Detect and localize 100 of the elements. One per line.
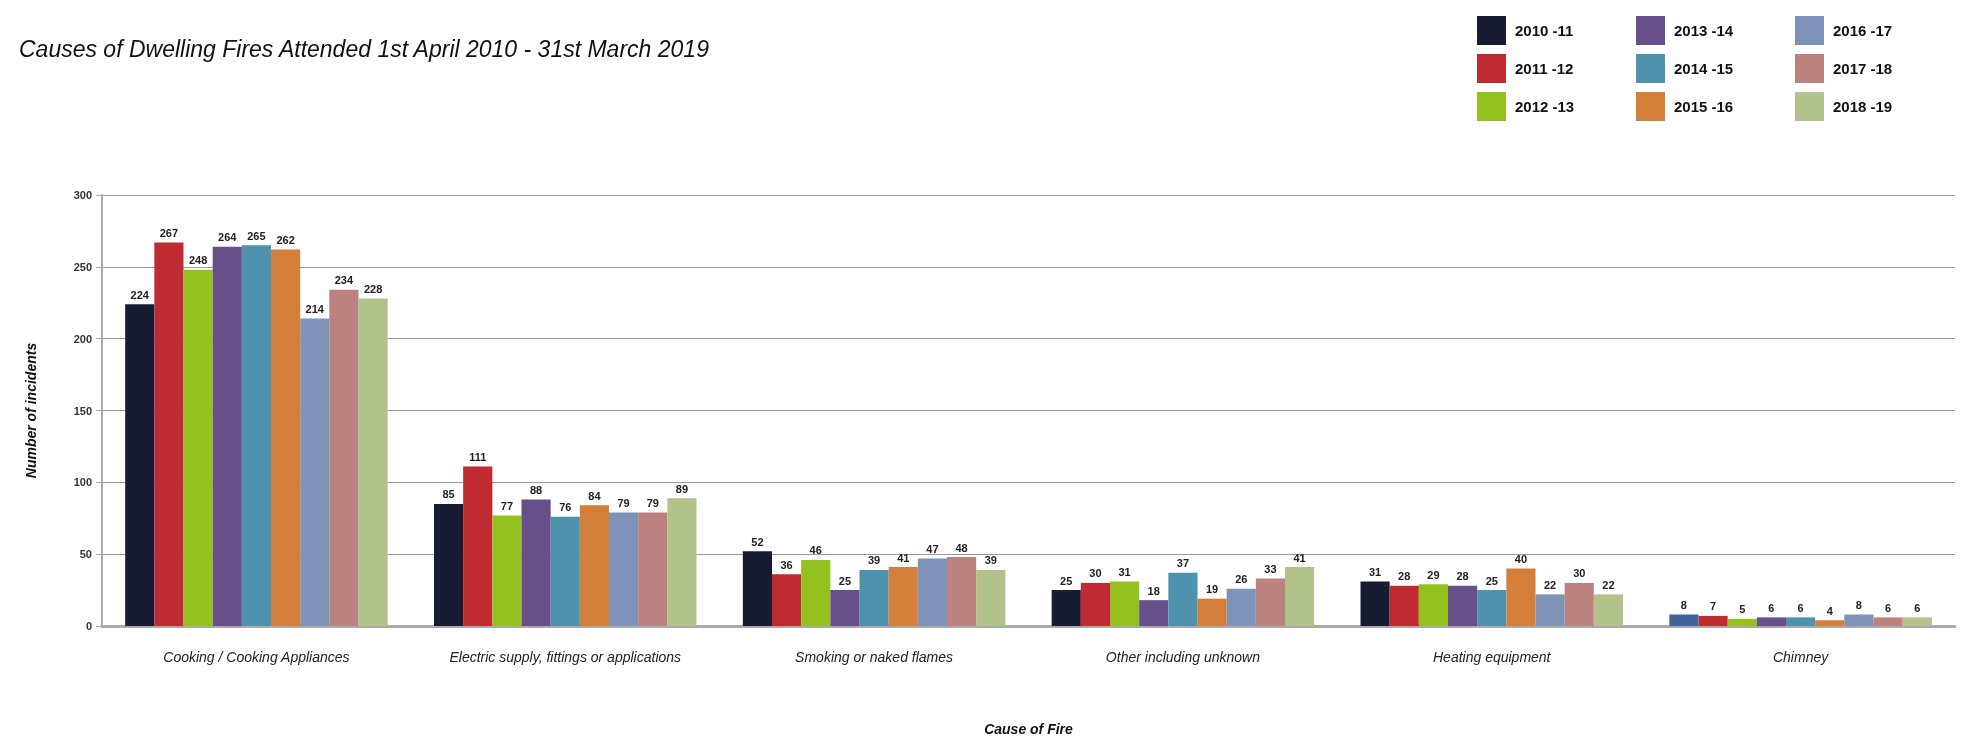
data-label: 224 <box>130 288 150 301</box>
legend-label: 2017 -18 <box>1833 60 1893 77</box>
data-label: 25 <box>1060 574 1073 587</box>
bar <box>1756 617 1786 626</box>
data-label: 7 <box>1710 600 1717 613</box>
data-label: 41 <box>1293 551 1306 564</box>
data-label: 41 <box>897 551 910 564</box>
x-axis-title: Cause of Fire <box>984 721 1074 737</box>
x-tick-label: Other including unknown <box>1105 649 1261 665</box>
bar <box>1080 582 1110 626</box>
legend-label: 2014 -15 <box>1674 60 1734 77</box>
data-label: 31 <box>1118 565 1131 578</box>
bar <box>241 245 271 626</box>
bar <box>1593 594 1623 626</box>
bar <box>550 516 580 626</box>
bar <box>1815 620 1845 626</box>
bar <box>976 569 1006 626</box>
legend-label: 2018 -19 <box>1833 98 1893 115</box>
bar <box>917 558 947 626</box>
data-label: 4 <box>1826 604 1834 617</box>
bar <box>801 559 831 626</box>
bar <box>1285 567 1315 626</box>
bar <box>1418 584 1448 626</box>
data-label: 33 <box>1264 563 1277 576</box>
bar <box>772 574 802 626</box>
data-label: 19 <box>1205 583 1219 596</box>
x-tick-label: Chimney <box>1772 649 1830 665</box>
bar <box>1506 568 1536 626</box>
bar <box>1168 572 1198 626</box>
data-label: 265 <box>247 229 266 242</box>
legend-label: 2015 -16 <box>1674 98 1734 115</box>
data-label: 88 <box>529 484 543 497</box>
x-tick-label: Cooking / Cooking Appliances <box>163 649 350 665</box>
y-tick-label: 0 <box>85 620 92 632</box>
bar <box>609 512 639 626</box>
legend-label: 2013 -14 <box>1674 22 1734 39</box>
data-label: 25 <box>1485 574 1498 587</box>
bar <box>271 249 301 626</box>
data-label: 29 <box>1427 568 1440 581</box>
data-label: 76 <box>559 501 572 514</box>
bar <box>667 498 697 626</box>
data-label: 52 <box>751 535 764 548</box>
y-tick-label: 200 <box>73 332 92 345</box>
bar <box>1698 615 1728 626</box>
data-label: 6 <box>1768 601 1775 614</box>
legend-label: 2012 -13 <box>1515 98 1575 115</box>
data-label: 28 <box>1456 570 1469 583</box>
bar <box>1477 590 1507 626</box>
y-tick-label: 100 <box>73 476 92 489</box>
y-tick-label: 50 <box>79 548 92 561</box>
x-tick-label: Heating equipment <box>1432 649 1552 665</box>
bar <box>1110 581 1140 626</box>
data-label: 267 <box>159 226 179 239</box>
data-label: 8 <box>1680 599 1687 612</box>
bar <box>1389 585 1419 626</box>
legend-label: 2010 -11 <box>1515 22 1574 39</box>
x-tick-label: Smoking or naked flames <box>795 649 954 665</box>
data-label: 47 <box>926 542 939 555</box>
data-label: 6 <box>1885 601 1892 614</box>
legend-label: 2011 -12 <box>1515 60 1574 77</box>
data-label: 214 <box>305 303 325 316</box>
data-label: 39 <box>984 554 997 567</box>
bar <box>212 246 242 626</box>
y-tick-label: 250 <box>73 260 92 273</box>
data-label: 37 <box>1176 557 1190 570</box>
data-label: 111 <box>469 451 487 464</box>
bar <box>1360 581 1390 626</box>
data-label: 22 <box>1602 578 1615 591</box>
data-label: 264 <box>218 231 238 244</box>
data-label: 30 <box>1089 567 1102 580</box>
bar <box>463 466 493 626</box>
x-tick-label: Electric supply, fittings or applications <box>449 649 682 665</box>
data-label: 89 <box>675 482 689 495</box>
data-label: 6 <box>1914 601 1921 614</box>
bar <box>1448 585 1478 626</box>
data-label: 5 <box>1739 603 1746 616</box>
data-label: 48 <box>955 541 968 554</box>
bar <box>329 289 359 626</box>
bar <box>1727 618 1757 626</box>
bar <box>1255 578 1285 626</box>
bar <box>638 512 668 626</box>
data-label: 36 <box>780 558 793 571</box>
data-label: 228 <box>363 282 383 295</box>
bar <box>742 551 772 626</box>
data-label: 79 <box>617 497 630 509</box>
bar <box>1226 588 1256 626</box>
data-label: 30 <box>1573 567 1586 580</box>
data-label: 25 <box>838 574 852 587</box>
data-label: 22 <box>1543 578 1557 591</box>
bar <box>183 269 213 626</box>
data-label: 77 <box>500 499 514 512</box>
bar <box>300 318 330 626</box>
bar <box>888 567 918 626</box>
bar <box>830 590 860 626</box>
bar <box>521 499 551 626</box>
y-axis-title: Number of incidents <box>23 342 39 479</box>
bar <box>492 515 522 626</box>
bar <box>1873 617 1903 626</box>
data-label: 39 <box>867 554 881 567</box>
data-label: 40 <box>1514 553 1528 566</box>
